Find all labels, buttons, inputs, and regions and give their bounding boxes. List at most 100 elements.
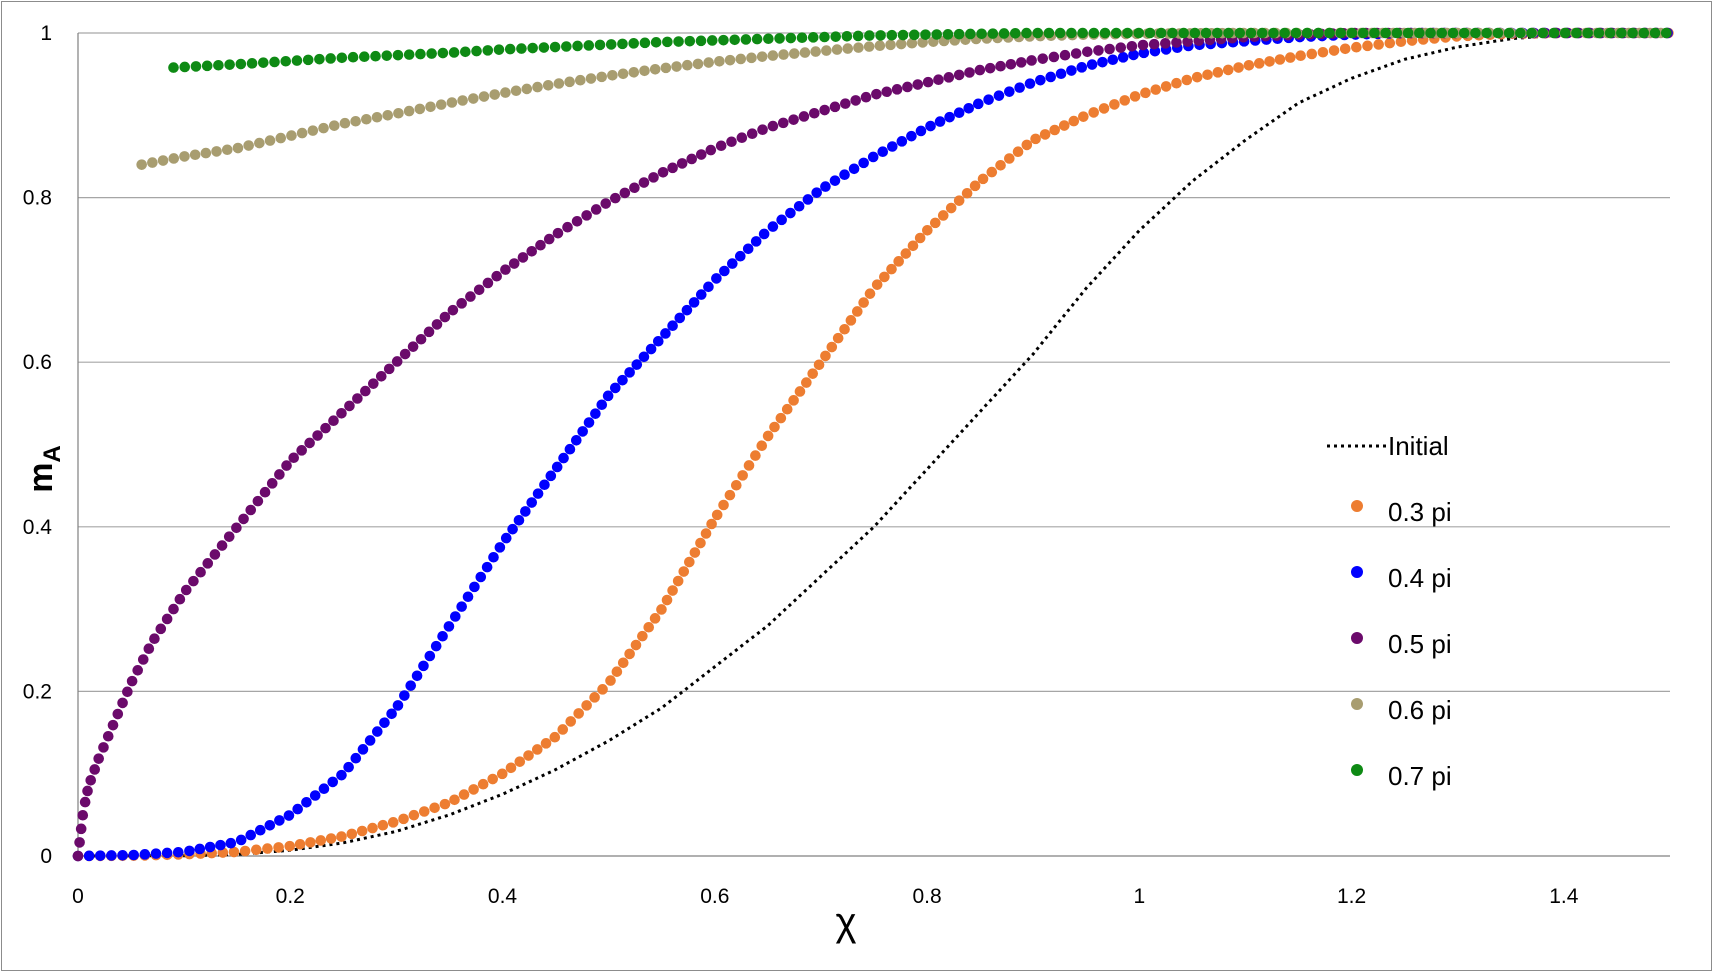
data-point <box>1306 48 1318 60</box>
data-point <box>1048 51 1060 63</box>
data-point <box>482 45 494 56</box>
data-point <box>798 111 810 122</box>
data-point <box>399 348 411 360</box>
data-point <box>581 210 592 221</box>
data-point <box>711 273 722 284</box>
data-point <box>871 88 882 100</box>
data-point <box>1128 49 1139 61</box>
data-point <box>168 153 180 164</box>
data-point <box>360 385 371 397</box>
data-point <box>972 98 984 110</box>
data-point <box>734 250 746 262</box>
data-point <box>1253 58 1265 69</box>
data-point <box>513 514 525 526</box>
data-point <box>491 270 502 282</box>
data-point <box>281 460 292 471</box>
data-point <box>585 73 597 84</box>
data-point <box>312 430 323 441</box>
data-point <box>157 155 169 166</box>
data-point <box>1436 27 1448 39</box>
data-point <box>596 71 608 83</box>
data-point <box>107 719 119 731</box>
data-point <box>296 127 308 139</box>
data-point <box>423 326 435 338</box>
data-point <box>799 47 811 58</box>
data-point <box>788 395 799 406</box>
data-point <box>424 650 436 662</box>
data-point <box>82 785 93 797</box>
data-point <box>906 130 917 142</box>
data-point <box>820 350 831 362</box>
data-point <box>674 312 686 324</box>
data-point <box>1055 68 1067 80</box>
data-point <box>403 105 415 117</box>
data-point <box>200 147 212 159</box>
data-point <box>228 846 240 858</box>
data-point <box>414 103 426 115</box>
data-point <box>280 55 292 67</box>
data-point <box>590 204 602 215</box>
data-point <box>826 341 838 353</box>
data-point <box>1526 27 1537 39</box>
data-point <box>877 146 889 157</box>
data-point <box>562 221 573 233</box>
data-point <box>1212 27 1223 39</box>
data-point <box>246 58 258 69</box>
data-point <box>291 55 303 66</box>
data-point <box>481 561 493 573</box>
data-point <box>273 842 284 853</box>
data-point <box>1160 38 1171 49</box>
data-point <box>688 297 700 308</box>
data-point <box>811 187 822 198</box>
data-point <box>231 522 242 534</box>
data-point <box>1012 146 1024 158</box>
series-0.5-pi <box>72 27 1673 862</box>
data-point <box>126 675 138 687</box>
data-point <box>527 42 538 54</box>
data-point <box>325 833 337 844</box>
data-point <box>539 479 550 491</box>
data-point <box>1202 69 1213 81</box>
data-point <box>1088 27 1100 39</box>
data-point <box>1068 115 1080 127</box>
data-point <box>488 551 499 563</box>
data-point <box>1537 27 1549 39</box>
data-point <box>510 85 522 97</box>
data-point <box>558 452 569 464</box>
legend-marker <box>1351 632 1363 644</box>
data-point <box>500 264 511 275</box>
data-point <box>1301 27 1313 39</box>
data-point <box>583 417 595 428</box>
data-point <box>252 495 264 507</box>
data-point <box>689 547 701 558</box>
series-layer <box>72 27 1674 862</box>
data-point <box>1119 95 1131 106</box>
data-point <box>408 809 420 821</box>
y-tick-label: 0.4 <box>23 516 53 539</box>
data-point <box>1155 27 1167 39</box>
data-point <box>465 291 476 302</box>
data-point <box>523 750 534 761</box>
x-tick-label: 0.2 <box>276 885 305 908</box>
y-tick-label: 0.2 <box>23 680 52 703</box>
data-point <box>681 59 693 71</box>
data-point <box>216 540 228 551</box>
data-point <box>1122 27 1133 39</box>
data-point <box>810 46 821 57</box>
y-axis-title-main: m <box>22 463 60 493</box>
data-point <box>184 845 195 857</box>
legend-layer: Initial 0.3 pi 0.4 pi 0.5 pi 0.6 pi 0.7 pi <box>1327 431 1452 791</box>
data-point <box>147 157 158 168</box>
data-point <box>1414 27 1425 39</box>
data-point <box>775 412 787 424</box>
data-point <box>1066 27 1077 39</box>
data-point <box>254 824 266 836</box>
data-point <box>102 730 114 742</box>
data-point <box>1150 84 1162 95</box>
data-point <box>1104 43 1115 55</box>
data-point <box>375 370 387 382</box>
data-point <box>945 202 957 214</box>
data-point <box>902 81 913 93</box>
data-point <box>450 611 461 622</box>
data-point <box>542 79 554 91</box>
